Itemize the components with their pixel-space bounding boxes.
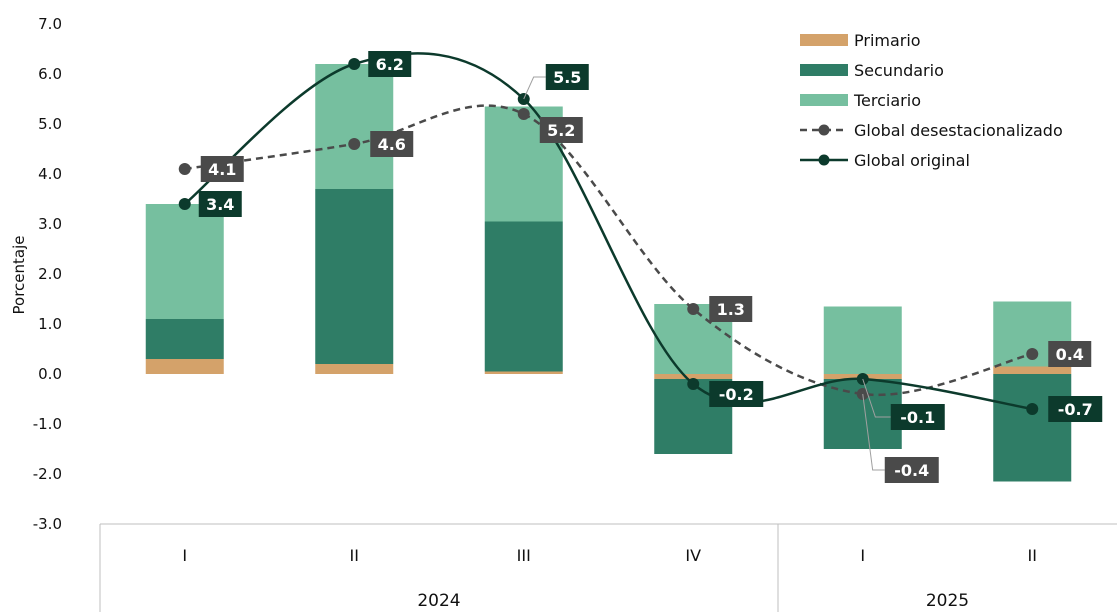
y-tick-label: 5.0	[38, 115, 62, 133]
series-point	[178, 163, 191, 175]
data-label-box	[198, 191, 242, 217]
legend-swatch	[800, 34, 848, 46]
x-tick-label: IV	[685, 546, 701, 565]
y-tick-label: -3.0	[33, 515, 62, 533]
data-label-box	[1048, 341, 1092, 367]
bar	[484, 371, 563, 374]
series-point	[348, 58, 361, 70]
x-group-label: 2024	[417, 591, 460, 611]
bar	[654, 374, 733, 379]
data-label: 4.1	[208, 160, 236, 179]
bar	[315, 364, 394, 374]
bar	[993, 366, 1072, 374]
data-label: -0.7	[1058, 400, 1093, 419]
data-label: -0.4	[894, 461, 929, 480]
series-point	[348, 138, 361, 150]
x-tick-label: I	[182, 546, 187, 565]
y-tick-label: 2.0	[38, 265, 62, 283]
data-label-box	[370, 131, 414, 157]
bar	[145, 319, 224, 359]
data-label: -0.1	[900, 408, 935, 427]
legend-marker	[818, 124, 830, 136]
series-line	[184, 104, 1033, 397]
series-point	[178, 198, 191, 210]
leader-line	[862, 393, 885, 471]
data-label-box	[200, 156, 244, 182]
data-label-box	[545, 64, 589, 90]
series-point	[687, 378, 700, 390]
y-tick-label: 6.0	[38, 65, 62, 83]
legend: Primario Secundario Terciario Global desest…	[800, 31, 1063, 170]
y-tick-label: 0.0	[38, 365, 62, 383]
bar	[145, 204, 224, 319]
bar	[315, 189, 394, 364]
leader-line	[862, 378, 891, 418]
data-label: -0.2	[719, 385, 754, 404]
data-label: 4.6	[378, 135, 406, 154]
data-label-box	[709, 296, 753, 322]
bar	[823, 306, 902, 374]
data-label-box	[709, 381, 764, 407]
bar	[484, 221, 563, 372]
data-label-layer: 4.1 4.6 5.2 1.3 -0.4 0.4 3.4 6.2 5.5 -0.2 -0.1 -0.7	[198, 51, 1103, 483]
data-label: 5.5	[553, 68, 581, 87]
data-label-box	[1048, 396, 1103, 422]
y-tick-label: 3.0	[38, 215, 62, 233]
y-tick-label: -1.0	[33, 415, 62, 433]
legend-swatch	[800, 64, 848, 76]
x-tick-label: II	[350, 546, 359, 565]
data-label: 6.2	[376, 55, 404, 74]
legend-label: Secundario	[854, 61, 944, 80]
legend-label: Primario	[854, 31, 921, 50]
y-axis-label: Porcentaje	[10, 236, 28, 315]
bar	[315, 64, 394, 189]
series-point	[1026, 348, 1039, 360]
x-group-label: 2025	[926, 591, 969, 611]
data-label: 3.4	[206, 195, 234, 214]
bar	[993, 374, 1072, 482]
legend-label: Global original	[854, 151, 970, 170]
legend-swatch	[800, 94, 848, 106]
y-tick-label: -2.0	[33, 465, 62, 483]
legend-label: Global desestacionalizado	[854, 121, 1063, 140]
data-label-box	[890, 404, 945, 430]
legend-marker	[818, 154, 830, 166]
data-label-box	[884, 457, 939, 483]
y-tick-label: 4.0	[38, 165, 62, 183]
y-tick-label: 1.0	[38, 315, 62, 333]
x-tick-label: I	[860, 546, 865, 565]
series-point	[687, 303, 700, 315]
y-tick-label: 7.0	[38, 15, 62, 33]
leader-line	[523, 76, 546, 100]
data-label: 5.2	[547, 121, 575, 140]
x-tick-label: II	[1028, 546, 1037, 565]
legend-label: Terciario	[853, 91, 921, 110]
x-tick-label: III	[517, 546, 531, 565]
series-point	[1026, 403, 1039, 415]
data-label-box	[539, 117, 583, 143]
series-point	[517, 108, 530, 120]
bar	[145, 359, 224, 374]
data-label: 0.4	[1056, 345, 1084, 364]
data-label: 1.3	[717, 300, 745, 319]
data-label-box	[368, 51, 412, 77]
axes: 7.0 6.0 5.0 4.0 3.0 2.0 1.0 0.0 -1.0 -2.0 -3.0 2024…	[33, 15, 1117, 612]
